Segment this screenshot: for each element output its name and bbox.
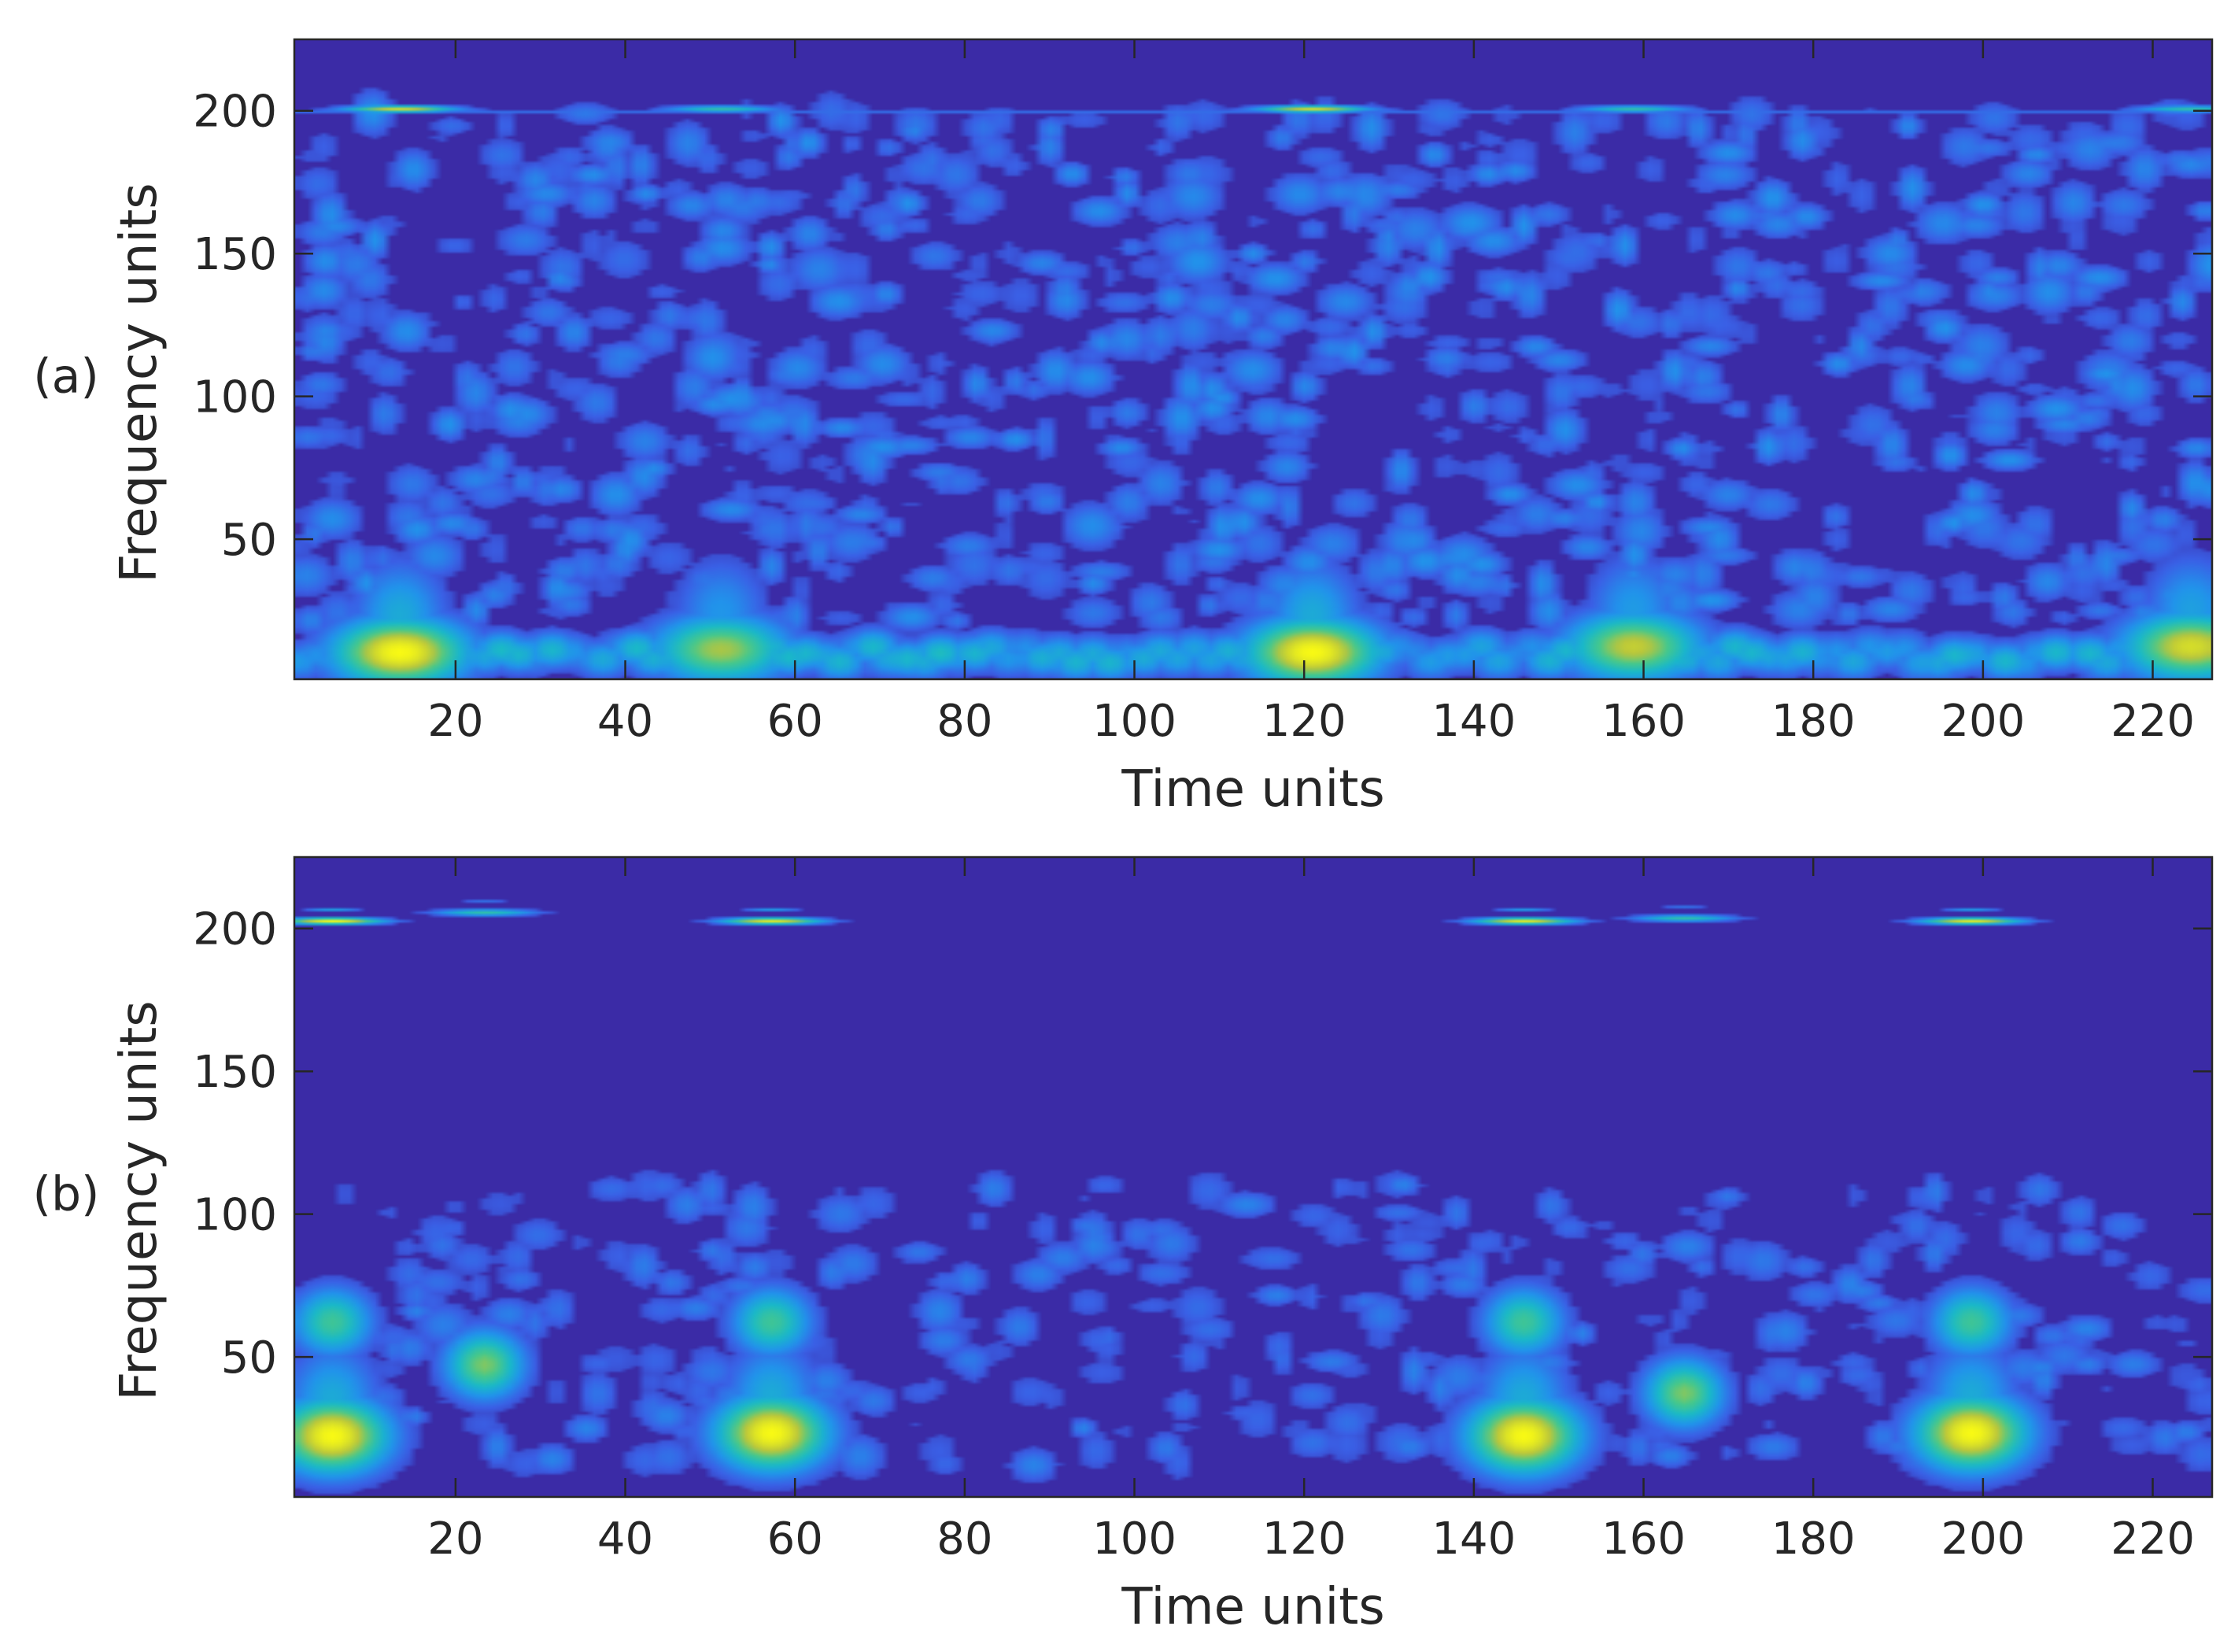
panel-b: 20 40 60 80 100 120 140 160 180 200 220 50 100 150 200… xyxy=(33,856,2214,1636)
axes-frame xyxy=(293,38,2214,681)
y-tick-label: 100 xyxy=(193,372,277,423)
axes-frame xyxy=(293,856,2214,1499)
x-tick-label: 80 xyxy=(936,696,992,747)
x-tick-label: 220 xyxy=(2111,1513,2195,1565)
x-tick-label: 40 xyxy=(597,1513,653,1565)
x-tick-label: 200 xyxy=(1941,1513,2025,1565)
x-tick-label: 180 xyxy=(1771,696,1856,747)
x-tick-label: 20 xyxy=(427,1513,483,1565)
x-tick-label: 200 xyxy=(1941,696,2025,747)
x-tick-label: 40 xyxy=(597,696,653,747)
x-tick-label: 80 xyxy=(936,1513,992,1565)
x-tick-label: 140 xyxy=(1431,696,1516,747)
heatmap-image xyxy=(294,39,2212,679)
x-tick-label: 140 xyxy=(1431,1513,1516,1565)
y-tick-label: 200 xyxy=(193,904,277,955)
panel-label: (b) xyxy=(33,1167,100,1222)
y-tick-label: 200 xyxy=(193,87,277,138)
panel-label: (a) xyxy=(33,349,99,405)
y-tick-label: 150 xyxy=(193,229,277,280)
panel-a: 20 40 60 80 100 120 140 160 180 200 220 50 100 150 200… xyxy=(33,38,2214,819)
x-tick-label: 180 xyxy=(1771,1513,1856,1565)
x-axis-label: Time units xyxy=(1121,1578,1384,1636)
x-tick-label: 100 xyxy=(1092,696,1176,747)
x-tick-label: 60 xyxy=(767,1513,823,1565)
x-tick-label: 160 xyxy=(1601,1513,1686,1565)
x-axis-label: Time units xyxy=(1121,760,1384,819)
x-tick-label: 100 xyxy=(1092,1513,1176,1565)
x-tick-label: 220 xyxy=(2111,696,2195,747)
x-tick-label: 120 xyxy=(1262,1513,1346,1565)
y-tick-label: 150 xyxy=(193,1047,277,1098)
y-tick-label: 100 xyxy=(193,1190,277,1241)
x-tick-label: 20 xyxy=(427,696,483,747)
x-tick-label: 60 xyxy=(767,696,823,747)
heatmap-image xyxy=(294,857,2212,1497)
y-tick-label: 50 xyxy=(221,1332,277,1384)
x-tick-label: 120 xyxy=(1262,696,1346,747)
y-axis-label: Frequency units xyxy=(110,1000,168,1400)
x-tick-label: 160 xyxy=(1601,696,1686,747)
y-axis-label: Frequency units xyxy=(110,183,168,582)
y-tick-label: 50 xyxy=(221,515,277,566)
